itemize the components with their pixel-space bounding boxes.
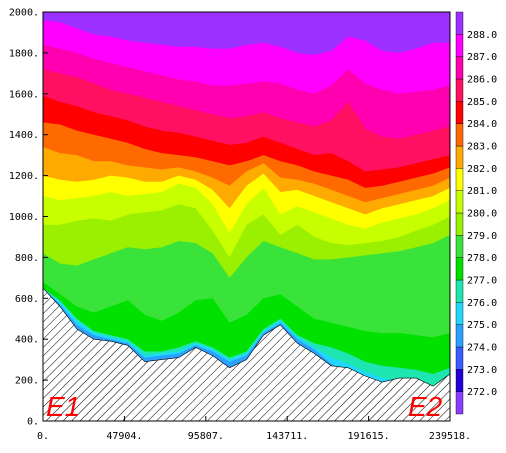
colorbar-label: 286.0 xyxy=(467,75,497,86)
colorbar-swatch xyxy=(455,369,464,392)
annotation-e1: E1 xyxy=(46,391,80,422)
colorbar-swatch xyxy=(455,101,464,124)
colorbar-swatch xyxy=(455,257,464,281)
colorbar-swatch xyxy=(455,324,464,348)
colorbar-label: 279.0 xyxy=(467,231,497,242)
x-tick-label: 0. xyxy=(37,431,49,442)
y-tick-label: 400. xyxy=(15,335,39,346)
y-axis: 0. 200. 400. 600. 800. 1000. 1200. 1400. 1600. 18… xyxy=(9,8,48,428)
y-tick-label: 1800. xyxy=(9,48,39,59)
colorbar-label: 276.0 xyxy=(467,298,497,309)
colorbar-label: 278.0 xyxy=(467,253,497,264)
colorbar-label: 281.0 xyxy=(467,186,497,197)
x-tick-label: 143711. xyxy=(266,431,308,442)
colorbar-label: 285.0 xyxy=(467,97,497,108)
y-tick-label: 200. xyxy=(15,376,39,387)
x-tick-label: 239518. xyxy=(429,431,471,442)
y-tick-label: 1600. xyxy=(9,89,39,100)
colorbar-swatch xyxy=(455,145,464,169)
colorbar-swatch xyxy=(455,56,464,80)
colorbar-swatch xyxy=(455,123,464,147)
colorbar-label: 274.0 xyxy=(467,343,497,354)
x-tick-label: 191615. xyxy=(348,431,390,442)
y-tick-label: 1200. xyxy=(9,171,39,182)
colorbar-swatch xyxy=(455,168,464,191)
annotation-e2: E2 xyxy=(408,391,443,422)
colorbar-swatch xyxy=(455,302,464,325)
colorbar-label: 284.0 xyxy=(467,119,497,130)
y-tick-label: 800. xyxy=(15,253,39,264)
y-tick-label: 0. xyxy=(27,417,39,428)
terrain-hatch xyxy=(43,287,450,421)
colorbar-label: 280.0 xyxy=(467,209,497,220)
colorbar-label: 275.0 xyxy=(467,320,497,331)
colorbar-swatch xyxy=(455,279,464,303)
colorbar-swatch xyxy=(455,235,464,258)
plot-area xyxy=(43,12,450,421)
colorbar-swatch xyxy=(455,190,464,214)
colorbar-swatch xyxy=(455,212,464,236)
colorbar-label: 273.0 xyxy=(467,365,497,376)
colorbar-label: 288.0 xyxy=(467,30,497,41)
colorbar-label: 283.0 xyxy=(467,142,497,153)
y-tick-label: 2000. xyxy=(9,8,39,19)
y-tick-label: 600. xyxy=(15,294,39,305)
colorbar-swatch xyxy=(455,391,464,415)
colorbar-label: 272.0 xyxy=(467,387,497,398)
y-tick-label: 1000. xyxy=(9,212,39,223)
colorbar-swatch xyxy=(455,11,464,35)
y-tick-label: 1400. xyxy=(9,130,39,141)
x-tick-label: 47904. xyxy=(106,431,142,442)
colorbar-label: 287.0 xyxy=(467,52,497,63)
colorbar-swatch xyxy=(455,78,464,102)
colorbar-label: 277.0 xyxy=(467,276,497,287)
x-tick-label: 95807. xyxy=(188,431,224,442)
colorbar-swatch xyxy=(455,34,464,57)
colorbar-swatch xyxy=(455,346,464,370)
colorbar: 272.0 273.0 274.0 275.0 276.0 277.0 278.0 279.0… xyxy=(455,11,497,415)
colorbar-label: 282.0 xyxy=(467,164,497,175)
x-axis: 0. 47904. 95807. 143711. 191615. 239518. xyxy=(37,416,471,442)
